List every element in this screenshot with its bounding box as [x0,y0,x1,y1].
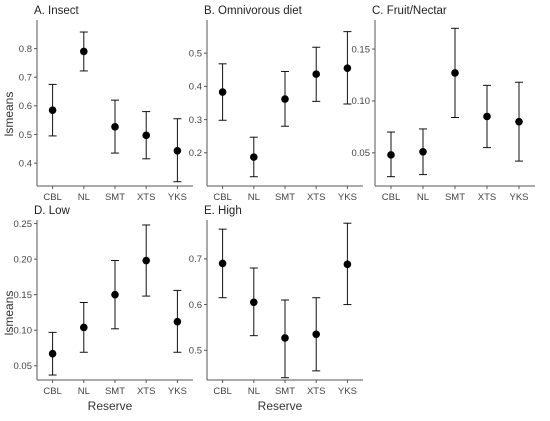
data-point-insect [173,146,182,155]
panel-insect: A. Insect 0.4 0.5 0.6 0.7 0.8 CBL NL SMT XTS YKS [19,5,193,203]
data-point-low [80,323,88,332]
x-tick-label-omnivorous: YKS [338,192,357,203]
x-tick-label-insect: NL [78,192,90,203]
panel-high: E. High 0.5 0.6 0.7 CBL NL SMT XTS YKS [189,205,363,397]
x-tick-label-insect: YKS [168,192,187,203]
data-point-omnivorous [281,95,289,103]
panel-fruit-nectar: C. Fruit/Nectar 0.05 0.10 0.15 CBL NL SMT XTS YK… [352,5,535,203]
data-point-insect [48,106,57,114]
data-point-omnivorous [343,64,352,72]
data-point-fruit-nectar [419,147,427,156]
data-point-high [218,259,227,268]
y-tick-label-insect: 0.5 [19,130,32,141]
y-tick-label-low: 0.10 [14,326,33,337]
y-tick-label-omnivorous: 0.2 [189,148,202,159]
y-tick-label-insect: 0.7 [19,73,32,84]
y-tick-label-high: 0.5 [189,346,202,357]
data-point-low [111,290,119,299]
panel-title-omnivorous: B. Omnivorous diet [204,5,303,17]
x-tick-label-omnivorous: CBL [213,192,231,203]
data-point-omnivorous [218,88,227,96]
x-tick-label-omnivorous: SMT [275,192,295,203]
y-tick-label-fruit-nectar: 0.05 [352,148,371,159]
data-point-omnivorous [312,70,321,78]
x-tick-label-omnivorous: XTS [307,192,325,203]
y-tick-label-fruit-nectar: 0.15 [352,44,371,55]
data-point-low [173,317,182,326]
y-tick-label-omnivorous: 0.5 [189,49,202,60]
x-tick-label-insect: SMT [105,192,125,203]
y-tick-label-insect: 0.6 [19,101,32,112]
x-axis-label-low: Reserve [88,399,133,413]
data-point-fruit-nectar [451,69,459,77]
y-axis-label-bottom: lsmeans [2,291,16,336]
panel-title-low: D. Low [34,205,70,217]
x-tick-label-high: YKS [338,386,357,397]
data-point-high [343,260,352,269]
x-tick-label-low: YKS [168,386,187,397]
x-tick-label-fruit-nectar: NL [417,192,429,203]
data-point-low [142,256,150,265]
panel-title-insect: A. Insect [34,5,80,17]
y-tick-label-high: 0.6 [189,300,202,311]
y-tick-label-low: 0.20 [14,254,33,265]
x-tick-label-fruit-nectar: CBL [382,192,400,203]
data-point-low [48,349,57,358]
x-tick-label-insect: XTS [137,192,155,203]
panel-low: D. Low 0.05 0.10 0.15 0.20 0.25 CBL NL SMT XTS YKS [14,205,193,397]
y-tick-label-low: 0.15 [14,290,33,301]
data-point-insect [111,122,119,131]
data-point-omnivorous [250,153,258,161]
x-tick-label-high: CBL [213,386,231,397]
y-tick-label-omnivorous: 0.4 [189,82,202,93]
data-point-high [281,334,289,342]
data-point-fruit-nectar [387,151,395,159]
x-tick-label-fruit-nectar: SMT [445,192,465,203]
x-tick-label-low: SMT [105,386,125,397]
x-tick-label-low: NL [78,386,90,397]
y-tick-label-omnivorous: 0.3 [189,115,202,126]
x-tick-label-low: CBL [43,386,61,397]
panel-title-fruit-nectar: C. Fruit/Nectar [372,5,447,17]
y-tick-label-high: 0.7 [189,254,202,265]
x-tick-label-insect: CBL [43,192,61,203]
data-point-high [312,330,321,339]
panel-title-high: E. High [204,205,242,217]
x-tick-label-fruit-nectar: XTS [478,192,496,203]
data-point-fruit-nectar [515,117,523,126]
x-tick-label-high: SMT [275,386,295,397]
x-tick-label-low: XTS [137,386,155,397]
x-axis-label-high: Reserve [258,399,303,413]
y-tick-label-low: 0.05 [14,361,33,372]
data-point-insect [80,47,88,56]
x-tick-label-fruit-nectar: YKS [509,192,528,203]
x-tick-label-high: NL [248,386,260,397]
data-point-high [250,298,258,307]
data-point-insect [142,131,150,140]
y-tick-label-insect: 0.8 [19,44,32,55]
x-tick-label-omnivorous: NL [248,192,260,203]
panel-omnivorous: B. Omnivorous diet 0.2 0.3 0.4 0.5 CBL NL SMT XT… [189,5,363,203]
y-tick-label-insect: 0.4 [19,158,32,169]
data-point-fruit-nectar [483,112,491,121]
x-tick-label-high: XTS [307,386,325,397]
y-tick-label-fruit-nectar: 0.10 [352,96,371,107]
y-axis-label-top: lsmeans [2,92,16,137]
y-tick-label-low: 0.25 [14,219,33,230]
